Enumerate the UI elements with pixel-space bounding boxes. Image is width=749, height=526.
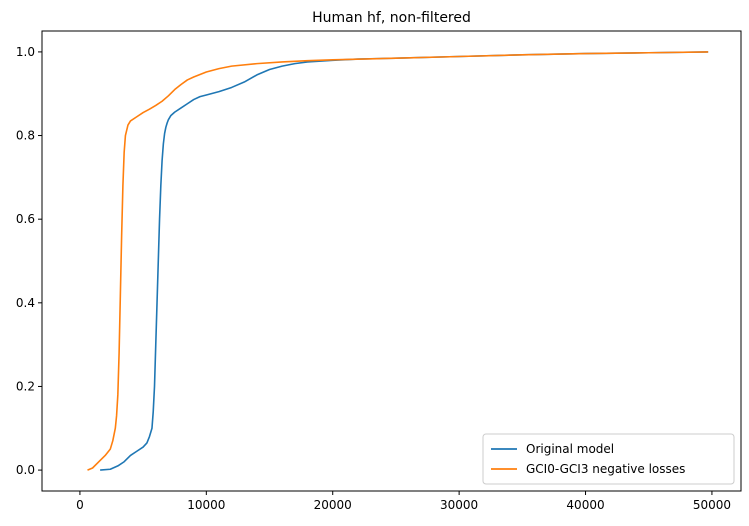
series-line-1 bbox=[100, 51, 709, 471]
y-tick-label: 0.0 bbox=[16, 463, 35, 477]
plot-lines bbox=[87, 51, 709, 471]
y-tick-label: 0.6 bbox=[16, 212, 35, 226]
chart-title: Human hf, non-filtered bbox=[312, 10, 471, 26]
legend-box bbox=[482, 433, 735, 485]
y-axis: 0.0 0.2 0.4 0.6 0.8 1.0 bbox=[16, 45, 42, 477]
x-tick-label: 20000 bbox=[314, 498, 352, 512]
x-tick-label: 0 bbox=[76, 498, 84, 512]
x-axis: 0 10000 20000 30000 40000 50000 bbox=[76, 491, 731, 512]
y-tick-label: 0.2 bbox=[16, 379, 35, 393]
y-tick-label: 0.4 bbox=[16, 296, 35, 310]
series-line-2 bbox=[87, 51, 709, 471]
legend-label: GCI0-GCI3 negative losses bbox=[526, 462, 685, 476]
axes-frame bbox=[41, 30, 742, 492]
x-tick-label: 50000 bbox=[693, 498, 731, 512]
x-tick-label: 10000 bbox=[187, 498, 225, 512]
y-tick-label: 0.8 bbox=[16, 129, 35, 143]
x-tick-label: 30000 bbox=[440, 498, 478, 512]
legend: Original model GCI0-GCI3 negative losses bbox=[482, 433, 735, 485]
x-tick-label: 40000 bbox=[566, 498, 604, 512]
legend-label: Original model bbox=[526, 442, 614, 456]
y-tick-label: 1.0 bbox=[16, 45, 35, 59]
